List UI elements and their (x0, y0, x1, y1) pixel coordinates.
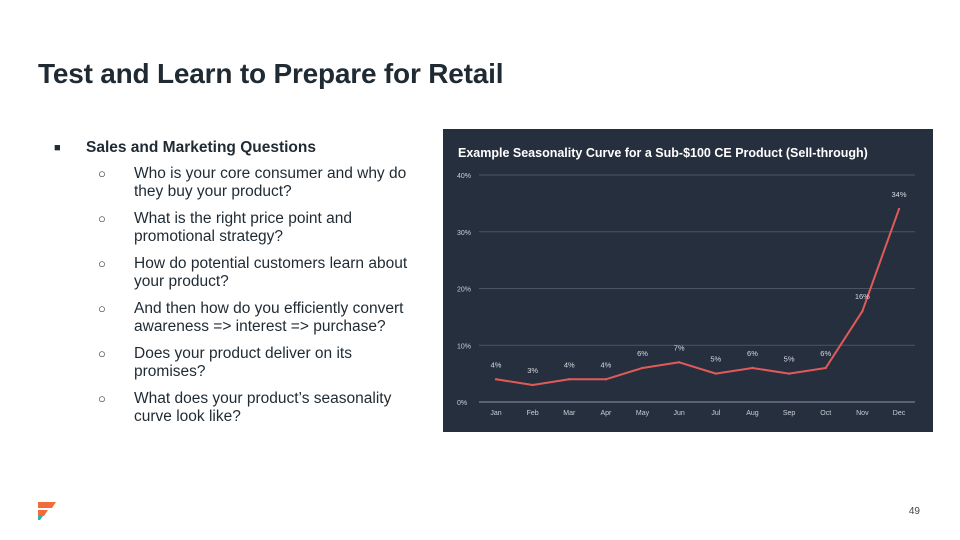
x-tick-label: Apr (600, 410, 612, 417)
seasonality-chart: Example Seasonality Curve for a Sub-$100… (457, 146, 915, 417)
data-label: 6% (820, 349, 831, 358)
data-point (641, 366, 644, 370)
sub-bullet-text: Does your product deliver on its promise… (134, 345, 352, 380)
sub-bullet-item: ○ What does your product’s seasonality c… (98, 390, 434, 426)
x-tick-label: Jul (711, 410, 720, 417)
data-label: 34% (891, 190, 906, 199)
sub-bullet-text: What does your product’s seasonality cur… (134, 390, 392, 425)
bullet-content: ■ Sales and Marketing Questions ○ Who is… (54, 137, 434, 435)
slide-title: Test and Learn to Prepare for Retail (38, 58, 504, 89)
data-point (677, 361, 681, 364)
circle-bullet-icon: ○ (98, 166, 106, 181)
data-point (897, 207, 901, 211)
x-tick-label: Oct (820, 410, 831, 417)
data-label: 4% (564, 360, 575, 369)
data-label: 3% (527, 366, 538, 375)
data-label: 4% (600, 360, 611, 369)
sub-bullet-item: ○ How do potential customers learn about… (98, 255, 434, 291)
data-label: 16% (855, 292, 870, 301)
data-point (714, 372, 718, 375)
circle-bullet-icon: ○ (98, 301, 106, 316)
sub-bullet-item: ○ Who is your core consumer and why do t… (98, 165, 434, 201)
data-point (861, 310, 864, 313)
circle-bullet-icon: ○ (98, 211, 106, 226)
sub-bullet-item: ○ What is the right price point and prom… (98, 210, 434, 246)
company-logo-icon (38, 502, 56, 520)
data-point (751, 366, 754, 370)
bullet-heading: Sales and Marketing Questions (86, 139, 316, 156)
sub-bullet-text: What is the right price point and promot… (134, 210, 352, 245)
page-number: 49 (908, 506, 920, 517)
sub-bullet-text: Who is your core consumer and why do the… (134, 165, 407, 200)
data-label: 6% (637, 349, 648, 358)
sub-bullet-text: How do potential customers learn about y… (134, 255, 408, 290)
data-point (494, 378, 498, 381)
bullet-heading-row: ■ Sales and Marketing Questions (54, 137, 434, 159)
square-bullet-icon: ■ (54, 142, 61, 154)
series-line (495, 208, 900, 386)
sub-bullet-list: ○ Who is your core consumer and why do t… (54, 165, 434, 426)
data-point (787, 372, 791, 375)
data-label: 7% (674, 343, 685, 352)
data-label: 4% (491, 360, 502, 369)
x-tick-label: Jun (674, 410, 685, 417)
y-tick-label: 10% (457, 343, 471, 350)
circle-bullet-icon: ○ (98, 391, 106, 406)
y-tick-label: 30% (457, 230, 471, 237)
x-tick-label: Sep (783, 410, 796, 417)
data-point (531, 383, 534, 387)
x-tick-label: Dec (893, 410, 906, 417)
x-tick-label: Aug (746, 410, 759, 417)
sub-bullet-text: And then how do you efficiently convert … (134, 300, 404, 335)
x-tick-label: Nov (856, 410, 869, 417)
x-tick-label: Feb (527, 410, 539, 417)
circle-bullet-icon: ○ (98, 256, 106, 271)
x-tick-label: Mar (563, 410, 576, 417)
sub-bullet-item: ○ Does your product deliver on its promi… (98, 345, 434, 381)
sub-bullet-item: ○ And then how do you efficiently conver… (98, 300, 434, 336)
y-tick-label: 40% (457, 173, 471, 180)
data-point (824, 366, 827, 370)
data-label: 5% (784, 355, 795, 364)
chart-title: Example Seasonality Curve for a Sub-$100… (458, 146, 868, 160)
data-point (604, 378, 608, 381)
circle-bullet-icon: ○ (98, 346, 106, 361)
x-tick-label: Jan (490, 410, 501, 417)
y-tick-label: 20% (457, 287, 471, 294)
data-point (568, 378, 571, 381)
data-label: 5% (710, 355, 721, 364)
seasonality-chart-panel: Example Seasonality Curve for a Sub-$100… (443, 129, 933, 432)
y-tick-label: 0% (457, 400, 467, 407)
x-tick-label: May (636, 410, 650, 417)
data-label: 6% (747, 349, 758, 358)
